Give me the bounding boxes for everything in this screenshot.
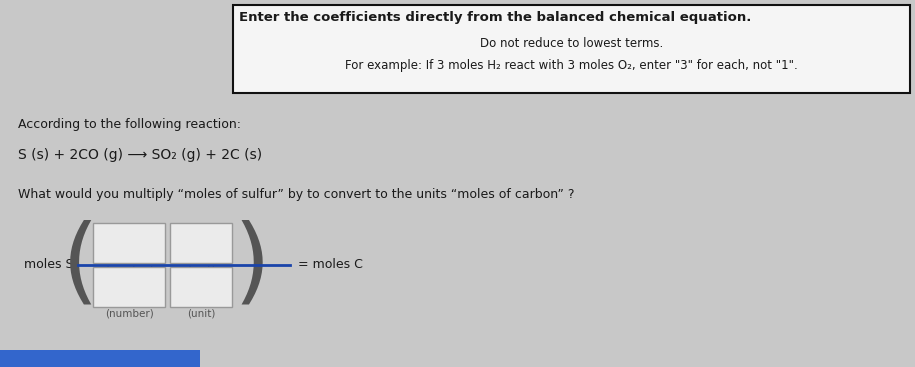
Text: (number): (number)	[104, 265, 154, 275]
FancyBboxPatch shape	[93, 223, 165, 263]
FancyBboxPatch shape	[93, 267, 165, 307]
Text: (unit): (unit)	[187, 309, 215, 319]
FancyBboxPatch shape	[0, 350, 200, 367]
Text: Do not reduce to lowest terms.: Do not reduce to lowest terms.	[479, 37, 663, 50]
Text: moles S: moles S	[24, 258, 73, 272]
Text: According to the following reaction:: According to the following reaction:	[18, 118, 241, 131]
Text: (unit): (unit)	[187, 265, 215, 275]
Text: ): )	[233, 219, 271, 311]
Text: (: (	[61, 219, 99, 311]
FancyBboxPatch shape	[170, 223, 232, 263]
Text: (number): (number)	[104, 309, 154, 319]
Text: = moles C: = moles C	[298, 258, 363, 272]
Text: S (s) + 2CO (g) ⟶ SO₂ (g) + 2C (s): S (s) + 2CO (g) ⟶ SO₂ (g) + 2C (s)	[18, 148, 262, 162]
Text: Enter the coefficients directly from the balanced chemical equation.: Enter the coefficients directly from the…	[239, 11, 751, 24]
FancyBboxPatch shape	[233, 5, 910, 93]
Text: What would you multiply “moles of sulfur” by to convert to the units “moles of c: What would you multiply “moles of sulfur…	[18, 188, 575, 201]
FancyBboxPatch shape	[170, 267, 232, 307]
Text: For example: If 3 moles H₂ react with 3 moles O₂, enter "3" for each, not "1".: For example: If 3 moles H₂ react with 3 …	[345, 59, 798, 72]
